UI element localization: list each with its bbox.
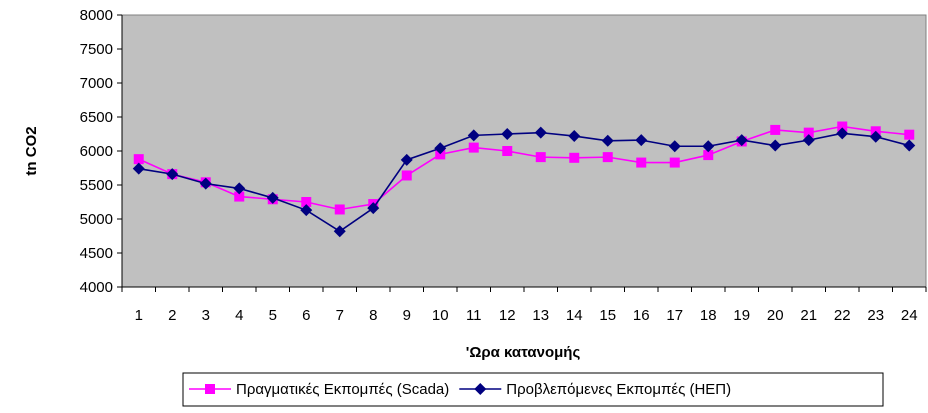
- data-point: [837, 121, 848, 132]
- legend-marker: [474, 383, 487, 395]
- data-point: [703, 150, 714, 161]
- data-point: [569, 152, 580, 163]
- x-tick-label: 23: [867, 307, 884, 324]
- x-tick-label: 6: [302, 307, 310, 324]
- x-tick-label: 20: [767, 307, 784, 324]
- data-point: [534, 126, 547, 139]
- data-point: [434, 142, 447, 155]
- data-point: [133, 154, 144, 165]
- data-point: [836, 127, 849, 140]
- data-point: [535, 152, 546, 163]
- data-point: [468, 142, 479, 153]
- x-tick-label: 4: [235, 307, 243, 324]
- legend-item: Προβλεπόμενες Εκπομπές (ΗΕΠ): [459, 381, 731, 398]
- y-tick-label: 7000: [80, 75, 113, 92]
- x-tick-label: 1: [135, 307, 143, 324]
- data-point: [869, 130, 882, 143]
- y-tick-label: 7500: [80, 41, 113, 58]
- x-tick-label: 7: [336, 307, 344, 324]
- data-point: [702, 140, 715, 153]
- legend-label: Προβλεπόμενες Εκπομπές (ΗΕΠ): [506, 381, 731, 398]
- data-point: [334, 204, 345, 215]
- data-point: [333, 225, 346, 238]
- data-point: [636, 157, 647, 168]
- data-point: [502, 146, 513, 156]
- data-point: [435, 149, 446, 160]
- x-tick-label: 24: [901, 307, 918, 324]
- data-point: [266, 191, 279, 204]
- data-point: [166, 168, 179, 181]
- y-tick-label: 6000: [80, 143, 113, 160]
- y-tick-label: 5500: [80, 177, 113, 194]
- plot-area: [121, 14, 927, 288]
- data-point: [301, 197, 312, 207]
- data-point: [300, 204, 313, 217]
- y-tick-label: 4000: [80, 279, 113, 296]
- data-point: [803, 127, 814, 138]
- x-tick-label: 11: [466, 307, 482, 324]
- legend-item: Πραγματικές Εκπομπές (Scada): [189, 381, 449, 398]
- x-tick-label: 22: [834, 307, 851, 324]
- x-tick-label: 19: [733, 307, 750, 324]
- x-tick-label: 13: [532, 307, 549, 324]
- x-tick-label: 16: [633, 307, 650, 324]
- legend-marker: [205, 384, 215, 394]
- data-point: [769, 139, 782, 152]
- data-point: [602, 152, 613, 163]
- data-point: [199, 177, 212, 190]
- data-point: [234, 191, 245, 202]
- x-axis-title: 'Ωρα κατανομής: [466, 344, 581, 361]
- legend: Πραγματικές Εκπομπές (Scada) Προβλεπόμενε…: [182, 372, 884, 407]
- x-tick-label: 14: [566, 307, 583, 324]
- data-point: [400, 153, 413, 166]
- x-tick-label: 21: [800, 307, 817, 324]
- x-tick-label: 5: [269, 307, 277, 324]
- x-tick-label: 15: [599, 307, 616, 324]
- y-axis-title: tn CO2: [23, 126, 40, 175]
- legend-label: Πραγματικές Εκπομπές (Scada): [236, 381, 449, 398]
- y-tick-label: 5000: [80, 211, 113, 228]
- data-point: [233, 182, 246, 195]
- data-point: [669, 157, 680, 168]
- data-point: [367, 202, 380, 215]
- data-point: [903, 139, 916, 152]
- x-axis: 1 2 3 4 5 6 7 8 9 10 11 12 13 14 15 16 17 18 19 20 21 22 23 24: [121, 286, 927, 324]
- data-point: [601, 134, 614, 147]
- series-2: [132, 126, 916, 238]
- y-tick-label: 8000: [80, 7, 113, 24]
- x-tick-label: 17: [666, 307, 683, 324]
- x-tick-label: 12: [499, 307, 516, 324]
- y-tick-label: 6500: [80, 109, 113, 126]
- data-point: [467, 129, 480, 142]
- data-point: [735, 134, 748, 147]
- x-tick-label: 18: [700, 307, 717, 324]
- y-axis: 4000 4500 5000 5500 6000 6500 7000 7500 8000: [80, 7, 123, 296]
- series-line: [138, 125, 910, 211]
- data-point: [770, 124, 781, 135]
- x-tick-label: 3: [202, 307, 210, 324]
- data-point: [132, 162, 145, 175]
- x-tick-label: 8: [369, 307, 377, 324]
- x-tick-label: 2: [168, 307, 176, 324]
- data-point: [668, 140, 681, 153]
- y-tick-label: 4500: [80, 245, 113, 262]
- x-tick-label: 9: [403, 307, 411, 324]
- data-point: [802, 134, 815, 147]
- series-layer: [132, 121, 916, 238]
- data-point: [568, 130, 581, 143]
- x-tick-label: 10: [432, 307, 449, 324]
- data-point: [401, 170, 412, 181]
- data-point: [501, 128, 514, 140]
- data-point: [904, 129, 915, 140]
- data-point: [635, 134, 648, 147]
- legend-box: [182, 372, 884, 407]
- series-line: [138, 131, 910, 233]
